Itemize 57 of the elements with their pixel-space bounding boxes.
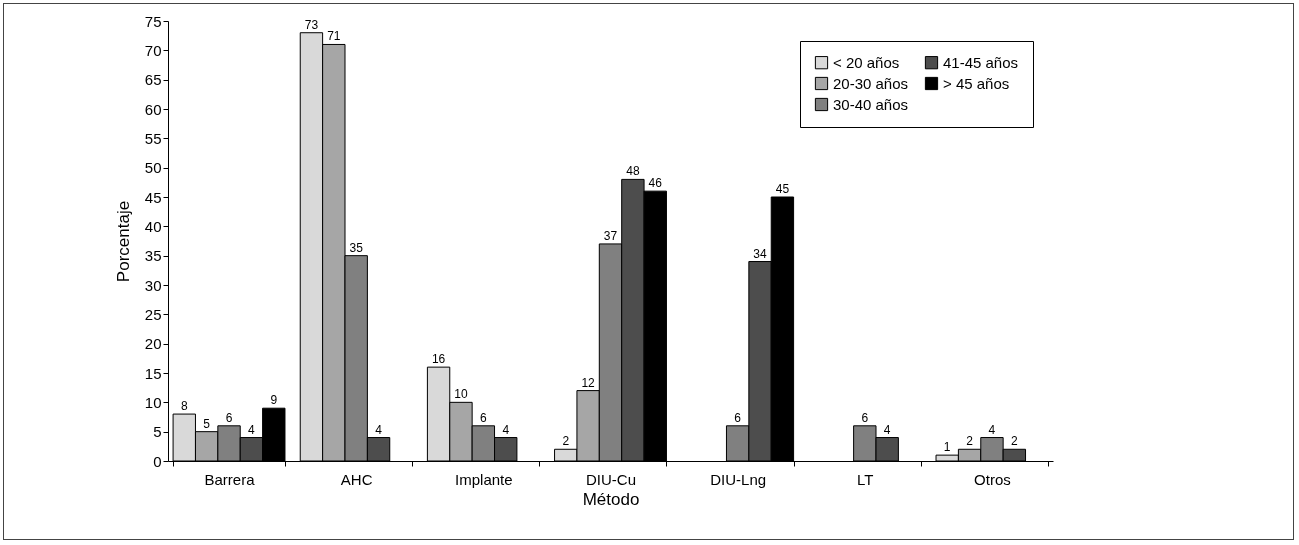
x-tick-label: Barrera — [204, 470, 256, 488]
data-label: 2 — [966, 434, 974, 449]
y-tick-label: 50 — [144, 159, 162, 177]
data-label: 46 — [648, 176, 663, 191]
y-axis-title: Porcentaje — [113, 200, 133, 283]
y-tick-label: 45 — [144, 188, 162, 206]
legend-label: 20-30 años — [833, 74, 909, 92]
data-label: 73 — [304, 17, 319, 32]
data-label: 12 — [581, 375, 596, 390]
y-tick-label: 5 — [153, 423, 162, 441]
x-tick-label: DIU-Lng — [710, 470, 767, 488]
data-label: 34 — [753, 246, 768, 261]
data-label: 35 — [349, 240, 364, 255]
data-label: 4 — [502, 422, 510, 437]
y-tick-label: 25 — [144, 305, 162, 323]
x-axis-title: Método — [582, 489, 640, 509]
legend-label: 41-45 años — [943, 53, 1019, 71]
data-label: 45 — [775, 182, 790, 196]
data-label: 6 — [480, 410, 487, 425]
y-tick-label: 30 — [144, 276, 162, 294]
data-label: 6 — [861, 410, 869, 425]
data-label: 8 — [180, 399, 188, 414]
y-tick-label: 65 — [144, 71, 162, 89]
data-label: 9 — [270, 393, 278, 408]
x-tick-label: Implante — [455, 470, 513, 488]
data-label: 5 — [203, 416, 211, 431]
legend-label: < 20 años — [833, 53, 900, 71]
data-label: 2 — [1011, 434, 1018, 449]
data-label: 4 — [883, 422, 891, 437]
data-label: 1 — [943, 440, 951, 455]
data-label: 16 — [431, 352, 446, 367]
y-tick-label: 20 — [144, 335, 162, 353]
x-tick-label: DIU-Cu — [585, 470, 637, 488]
data-label: 4 — [375, 422, 383, 437]
data-label: 4 — [248, 422, 256, 437]
data-label: 4 — [988, 422, 996, 437]
y-tick-label: 0 — [153, 452, 162, 470]
data-label: 10 — [454, 387, 468, 402]
x-tick-label: AHC — [340, 470, 373, 488]
y-tick-label: 55 — [144, 129, 162, 147]
y-tick-label: 75 — [144, 12, 162, 30]
y-tick-label: 40 — [144, 217, 162, 235]
data-label: 48 — [626, 164, 640, 179]
x-tick-label: Otros — [974, 470, 1011, 488]
y-tick-label: 70 — [144, 41, 162, 59]
x-tick-label: LT — [857, 470, 874, 488]
data-label: 6 — [734, 410, 742, 425]
y-tick-label: 15 — [144, 364, 162, 382]
y-tick-label: 35 — [144, 247, 162, 265]
data-label: 6 — [225, 410, 233, 425]
y-tick-label: 10 — [144, 393, 162, 411]
y-tick-label: 60 — [144, 100, 162, 118]
data-label: 37 — [603, 228, 618, 243]
data-label: 71 — [327, 29, 341, 44]
legend-label: > 45 años — [943, 74, 1010, 92]
data-label: 2 — [562, 434, 570, 449]
legend-label: 30-40 años — [833, 95, 909, 113]
